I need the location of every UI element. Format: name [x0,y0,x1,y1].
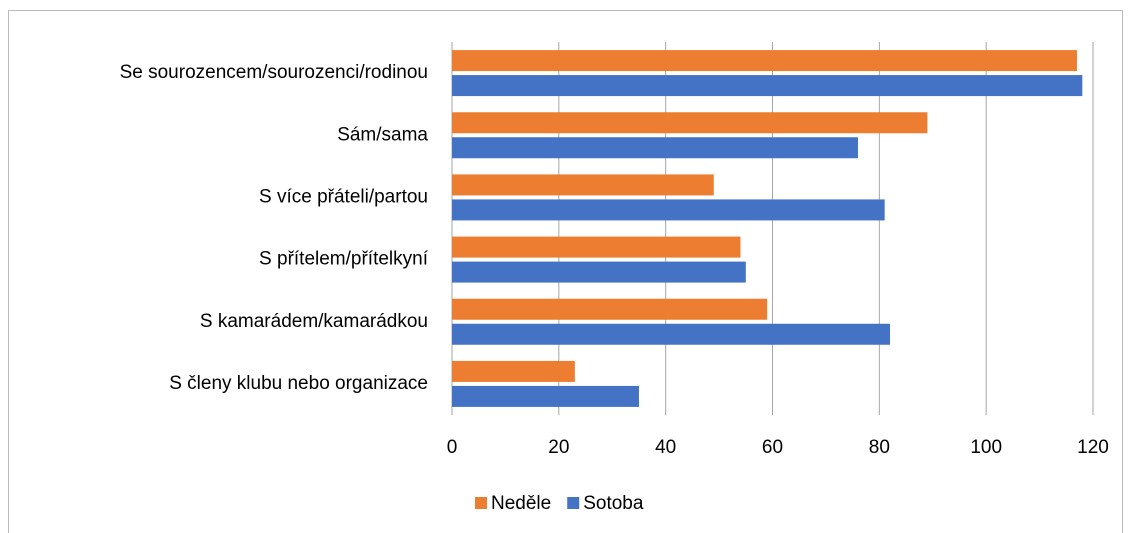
x-tick-label: 20 [548,437,569,458]
legend-label: Neděle [491,493,551,514]
y-tick-label: S členy klubu nebo organizace [169,373,428,394]
x-tick-label: 120 [1077,437,1109,458]
y-tick-label: S přítelem/přítelkyní [259,249,429,270]
y-tick-label: Se sourozencem/sourozenci/rodinou [120,62,428,83]
bar [452,50,1077,72]
x-tick-label: 60 [762,437,783,458]
bar [452,261,746,283]
legend-label: Sotoba [583,493,644,514]
bar [452,174,714,196]
x-tick-label: 0 [447,437,458,458]
bar [452,360,575,382]
bar [452,323,891,345]
bar [452,137,858,159]
y-tick-label: Sám/sama [337,124,428,145]
bar [452,199,885,221]
bar [452,75,1083,97]
bar [452,236,741,258]
x-tick-label: 80 [869,437,890,458]
y-tick-label: S více přáteli/partou [259,186,428,207]
legend-swatch [567,497,580,509]
bar [452,112,928,134]
bar [452,298,768,320]
y-tick-label: S kamarádem/kamarádkou [200,311,428,332]
x-tick-label: 40 [655,437,676,458]
x-tick-label: 100 [970,437,1002,458]
legend-swatch [475,497,487,509]
bar [452,385,639,407]
